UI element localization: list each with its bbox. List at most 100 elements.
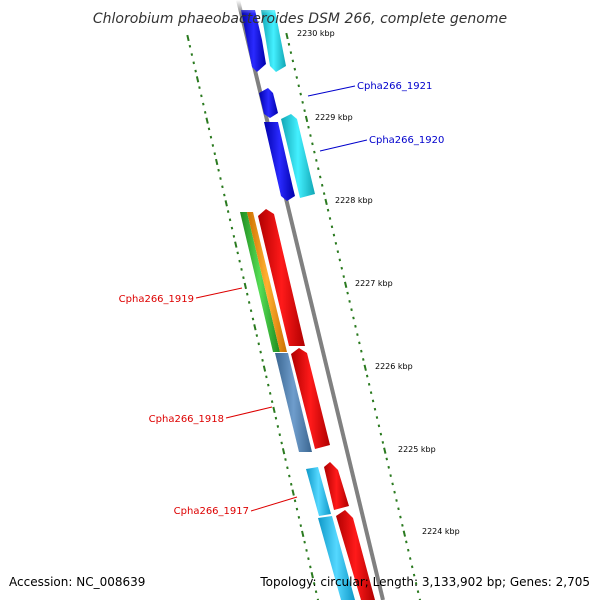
major-tick	[234, 241, 238, 248]
major-tick	[224, 200, 228, 207]
minor-tick	[401, 523, 404, 527]
minor-tick	[379, 432, 383, 436]
minor-tick	[395, 499, 398, 502]
major-tick	[243, 282, 248, 290]
gene-arrow-skyblue-lower	[318, 516, 355, 600]
minor-tick	[311, 142, 314, 146]
minor-tick	[297, 84, 300, 88]
kbp-label-2227: 2227 kbp	[355, 279, 393, 288]
minor-tick	[240, 268, 243, 271]
minor-tick	[313, 150, 316, 154]
minor-tick	[301, 100, 304, 104]
minor-tick	[209, 135, 213, 139]
minor-tick	[410, 565, 414, 569]
minor-tick	[226, 210, 230, 213]
minor-tick	[188, 44, 192, 48]
minor-tick	[356, 333, 359, 336]
gene-arrow-cyan-long	[281, 114, 315, 198]
minor-tick	[295, 507, 299, 511]
summary-text: Topology: circular; Length: 3,133,902 bp…	[259, 575, 590, 589]
major-tick	[253, 324, 257, 331]
minor-tick	[293, 499, 297, 503]
major-tick	[262, 365, 267, 372]
minor-tick	[346, 291, 349, 295]
minor-tick	[295, 76, 299, 79]
minor-tick	[267, 383, 270, 387]
minor-tick	[387, 465, 390, 469]
minor-tick	[246, 292, 249, 296]
minor-tick	[332, 233, 336, 237]
minor-tick	[299, 92, 302, 96]
minor-tick	[265, 375, 268, 379]
major-tick	[272, 406, 276, 414]
minor-tick	[381, 441, 385, 444]
minor-tick	[192, 61, 195, 65]
minor-tick	[268, 391, 272, 395]
minor-tick	[305, 549, 308, 552]
minor-tick	[238, 259, 241, 263]
gene-label-cpha266-1919: Cpha266_1919	[119, 294, 194, 305]
minor-tick	[371, 399, 375, 403]
minor-tick	[284, 458, 287, 461]
minor-tick	[405, 540, 408, 544]
minor-tick	[389, 474, 392, 477]
kbp-label-2225: 2225 kbp	[398, 445, 436, 454]
minor-tick	[315, 159, 318, 162]
minor-tick	[338, 258, 342, 262]
minor-tick	[261, 358, 264, 362]
minor-tick	[236, 251, 239, 255]
minor-tick	[207, 127, 211, 131]
minor-tick	[307, 557, 310, 561]
gene-arrow-skyblue-upper	[306, 467, 331, 516]
kbp-label-2224: 2224 kbp	[422, 527, 460, 536]
gene-arrow-blue-top	[241, 10, 266, 72]
gene-arrows	[230, 0, 375, 600]
left-tick-track	[186, 34, 320, 600]
gene-label-cpha266-1918: Cpha266_1918	[149, 414, 224, 425]
minor-tick	[360, 349, 363, 353]
minor-tick	[286, 466, 289, 470]
minor-tick	[309, 134, 312, 137]
minor-tick	[412, 573, 416, 577]
gene-arrow-red-mid	[291, 348, 330, 449]
minor-tick	[230, 226, 234, 230]
minor-tick	[223, 193, 226, 197]
gene-arrow-red-lower	[336, 510, 375, 600]
major-tick	[215, 158, 219, 166]
minor-tick	[326, 208, 330, 212]
major-tick	[205, 117, 209, 124]
major-tick	[383, 447, 387, 454]
minor-tick	[358, 341, 361, 345]
major-tick	[324, 198, 328, 206]
minor-tick	[330, 225, 334, 229]
minor-tick	[407, 548, 410, 552]
minor-tick	[408, 557, 412, 560]
minor-tick	[257, 342, 260, 346]
minor-tick	[340, 266, 344, 270]
minor-tick	[255, 334, 259, 337]
minor-tick	[317, 167, 320, 171]
minor-tick	[342, 275, 345, 278]
minor-tick	[211, 144, 215, 147]
kbp-label-2226: 2226 kbp	[375, 362, 413, 371]
gene-label-cpha266-1920: Cpha266_1920	[369, 135, 444, 146]
minor-tick	[194, 69, 197, 73]
minor-tick	[289, 51, 293, 54]
minor-tick	[385, 457, 388, 461]
minor-tick	[399, 515, 402, 519]
minor-tick	[352, 316, 355, 320]
minor-tick	[278, 433, 282, 437]
minor-tick	[297, 515, 301, 519]
right-tick-track	[285, 32, 422, 600]
minor-tick	[293, 67, 297, 71]
minor-tick	[309, 565, 312, 569]
gene-leader-lines	[195, 85, 368, 512]
minor-tick	[354, 324, 357, 328]
minor-tick	[336, 250, 340, 254]
minor-tick	[232, 234, 236, 238]
minor-tick	[242, 276, 245, 280]
minor-tick	[362, 358, 365, 361]
minor-tick	[249, 309, 253, 313]
minor-tick	[289, 482, 293, 486]
minor-tick	[247, 301, 251, 304]
